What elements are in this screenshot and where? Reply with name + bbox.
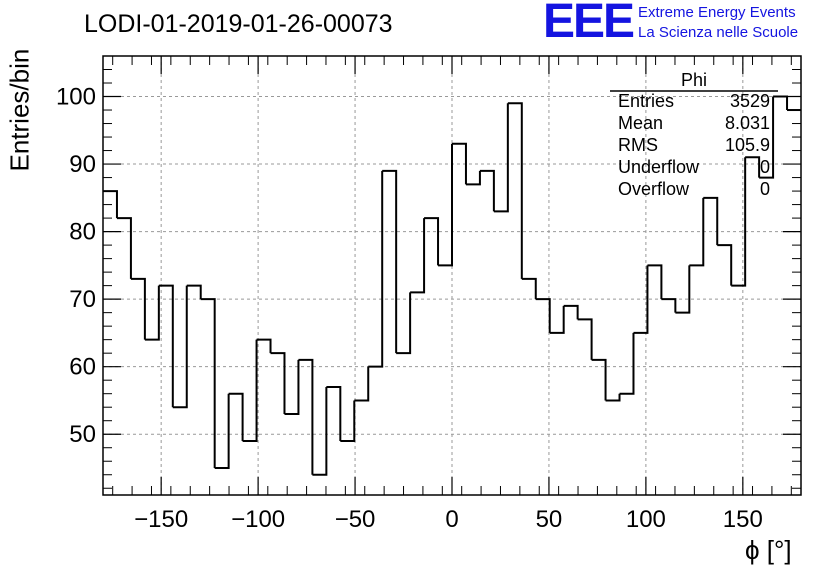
histogram-bin: [717, 244, 733, 286]
histogram-bin: [619, 332, 635, 395]
histogram-bin: [158, 284, 174, 408]
x-tick-label: −50: [335, 506, 376, 533]
stats-name: Phi: [680, 70, 707, 90]
stats-box: Phi Entries 3529 Mean 8.031 RMS 105.9 Un…: [610, 70, 778, 200]
histogram-bin: [242, 339, 258, 442]
histogram-bin: [103, 190, 118, 219]
histogram-bin: [284, 359, 300, 415]
histogram-bin: [577, 318, 593, 360]
histogram-bin: [507, 102, 523, 279]
histogram-bin: [144, 285, 160, 341]
histogram-bin: [633, 265, 649, 334]
stats-overflow-value: 0: [759, 179, 770, 199]
y-tick-label: 100: [56, 84, 96, 111]
stats-mean-label: Mean: [618, 113, 664, 133]
x-tick-label: −150: [134, 506, 188, 533]
x-tick-label: 50: [536, 506, 563, 533]
stats-entries-label: Entries: [618, 91, 675, 111]
histogram-bin: [186, 284, 202, 300]
logo-subtitle-2: La Scienza nelle Scuole: [638, 24, 799, 41]
histogram-bin: [535, 298, 551, 333]
logo-subtitle-1: Extreme Energy Events: [638, 4, 796, 21]
y-axis-label: Entries/bin: [4, 48, 35, 172]
stats-mean-value: 8.031: [724, 113, 770, 133]
stats-underflow-label: Underflow: [618, 157, 700, 177]
x-tick-label: 100: [626, 506, 666, 533]
histogram-bin: [228, 392, 244, 441]
histogram-bin: [340, 400, 356, 442]
histogram-bin: [591, 358, 607, 401]
histogram-bin: [172, 285, 188, 409]
stats-rms-label: RMS: [618, 135, 658, 155]
histogram-bin: [410, 218, 426, 294]
histogram-bin: [368, 170, 384, 368]
histogram-bin: [424, 217, 440, 266]
histogram-bin: [745, 156, 761, 178]
histogram-bin: [493, 103, 509, 213]
histogram-bin: [396, 292, 412, 355]
y-tick-label: 70: [69, 286, 96, 313]
histogram-bin: [465, 170, 481, 186]
stats-row-overflow: Overflow 0: [610, 178, 778, 200]
histogram-bin: [116, 217, 132, 279]
histogram-bin: [256, 338, 272, 354]
histogram-bin: [605, 393, 621, 402]
stats-row-entries: Entries 3529: [610, 90, 778, 112]
chart-title: LODI-01-2019-01-26-00073: [84, 10, 393, 38]
stats-row-mean: Mean 8.031: [610, 112, 778, 134]
histogram-bin: [647, 264, 663, 300]
histogram-bin: [326, 385, 342, 441]
stats-entries-value: 3529: [729, 91, 770, 111]
x-tick-label: −100: [231, 506, 285, 533]
histogram-bin: [200, 298, 216, 468]
histogram-bin: [312, 386, 328, 476]
stats-row-rms: RMS 105.9: [610, 134, 778, 156]
histogram-bin: [438, 143, 453, 267]
histogram-bin: [452, 142, 467, 185]
eee-logo: EEE: [543, 0, 635, 48]
histogram-bin: [521, 277, 537, 300]
histogram-bin: [214, 393, 230, 469]
x-tick-label: 0: [445, 506, 458, 533]
stats-rms-value: 105.9: [724, 135, 770, 155]
histogram-bin: [675, 265, 691, 314]
y-tick-label: 60: [69, 354, 96, 381]
y-tick-label: 90: [69, 151, 96, 178]
x-tick-label: 150: [723, 506, 763, 533]
histogram-bin: [661, 298, 677, 313]
histogram-bin: [479, 169, 495, 212]
stats-overflow-label: Overflow: [618, 179, 690, 199]
histogram-bin: [130, 277, 146, 340]
histogram-bin: [298, 358, 314, 475]
stats-row-underflow: Underflow 0: [610, 156, 778, 178]
y-tick-label: 80: [69, 219, 96, 246]
histogram-bin: [563, 304, 579, 320]
plot-frame: [102, 55, 802, 496]
histogram-bin: [731, 157, 747, 287]
histogram-bin: [703, 196, 719, 246]
histogram-bin: [759, 96, 775, 179]
y-tick-label: 50: [69, 421, 96, 448]
histogram-bin: [382, 169, 398, 354]
histogram-bin: [354, 366, 370, 402]
histogram-bin: [773, 95, 789, 111]
histogram-bin: [549, 305, 565, 334]
histogram-bin: [689, 197, 705, 267]
x-axis-label: ϕ [°]: [745, 535, 792, 565]
histogram-bin: [270, 352, 286, 414]
stats-underflow-value: 0: [759, 157, 770, 177]
